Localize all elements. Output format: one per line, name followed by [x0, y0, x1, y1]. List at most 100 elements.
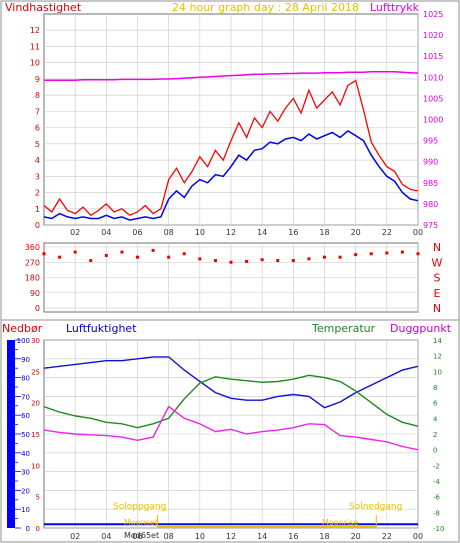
temperature-tick-label: 8	[433, 384, 437, 392]
wind-grid	[44, 14, 419, 226]
humidity-tick-label: 10	[21, 506, 30, 514]
direction-tick-label: 0	[35, 304, 40, 313]
direction-grid	[44, 243, 419, 312]
temperature-tick-label: -10	[433, 525, 444, 533]
wind-x-tick-label: 22	[382, 228, 392, 237]
compass-label: N	[433, 241, 441, 254]
wind-left-tick-label: 2	[35, 189, 40, 198]
wind-left-tick-label: 9	[35, 75, 40, 84]
direction-point	[167, 255, 171, 259]
direction-axis: 0 90 180 270 360	[25, 243, 40, 313]
rain-tick-label: 25	[31, 368, 40, 376]
wind-right-tick-label: 1010	[423, 73, 443, 82]
direction-point	[323, 255, 326, 259]
wind-left-tick-label: 6	[35, 124, 40, 133]
humidity-tick-label: 50	[21, 431, 30, 439]
climate-x-tick-label: 02	[70, 532, 80, 541]
rain-tick-label: 0	[36, 525, 40, 533]
wind-left-tick-label: 8	[35, 91, 40, 100]
direction-tick-label: 360	[25, 243, 40, 252]
direction-point	[338, 255, 342, 259]
direction-point	[58, 255, 62, 259]
wind-x-tick-label: 00	[413, 228, 423, 237]
climate-x-tick-label: 06	[132, 532, 142, 541]
wind-right-axis: 975 980 985 990 995 1000 1005 1010 1015 1020 1025	[423, 10, 443, 230]
direction-point	[260, 258, 264, 262]
rain-tick-label: 10	[31, 462, 40, 470]
direction-point	[89, 259, 93, 263]
temperature-tick-label: 12	[433, 353, 442, 361]
humidity-tick-label: 60	[21, 412, 30, 420]
wind-x-tick-label: 12	[226, 228, 236, 237]
temperature-tick-label: 0	[433, 447, 437, 455]
direction-point	[136, 255, 139, 259]
wind-right-tick-label: 1020	[423, 31, 443, 40]
compass-label: S	[434, 272, 441, 285]
sunrise-label: Soloppgang	[113, 502, 167, 512]
rain-tick-label: 30	[31, 337, 40, 345]
wind-right-tick-label: 975	[423, 221, 438, 230]
temperature-tick-label: 6	[433, 400, 438, 408]
wind-left-tick-label: 3	[35, 172, 40, 181]
wind_avg-line	[43, 129, 419, 221]
sun-markers	[157, 515, 377, 528]
wind-right-tick-label: 1025	[423, 10, 443, 19]
humidity-line	[43, 356, 419, 409]
temperature-tick-label: 10	[433, 368, 442, 376]
climate-x-axis: 02 04 06 08 10 12 14 16 18 20 22 00	[70, 532, 423, 541]
climate-x-tick-label: 10	[195, 532, 205, 541]
rain-tick-label: 20	[31, 400, 40, 408]
graph-title: 24 hour graph day : 28 April 2018	[172, 1, 359, 14]
direction-point	[213, 259, 217, 263]
temperature-tick-label: -4	[433, 478, 441, 486]
moon-marker-label: Mod65et	[124, 531, 160, 540]
temperature-tick-label: -8	[433, 509, 440, 517]
wind-speed-label: Vindhastighet	[5, 1, 82, 14]
rain-gauge-bar	[7, 340, 15, 528]
pressure-line	[44, 71, 419, 82]
direction-point	[73, 250, 77, 254]
wind-right-tick-label: 995	[423, 137, 438, 146]
wind-left-tick-label: 11	[30, 42, 40, 51]
temperature-tick-label: -2	[433, 462, 440, 470]
moonrise-label: Moonrise	[322, 518, 359, 527]
compass-label: W	[432, 256, 443, 269]
wind-left-tick-label: 0	[35, 221, 40, 230]
compass-label: E	[434, 287, 441, 300]
temperature-tick-label: 14	[433, 337, 442, 345]
humidity-tick-label: 30	[21, 469, 30, 477]
dewpoint-label: Duggpunkt	[390, 322, 452, 335]
wind-right-tick-label: 980	[423, 200, 438, 209]
humidity-tick-label: 80	[21, 375, 30, 383]
direction-point	[104, 253, 108, 257]
climate-grid	[44, 339, 419, 529]
direction-point	[416, 252, 420, 256]
direction-point	[400, 250, 404, 254]
direction-point	[276, 259, 280, 263]
wind-x-tick-label: 10	[195, 228, 205, 237]
wind-x-tick-label: 16	[288, 228, 298, 237]
direction-point	[182, 252, 186, 256]
temperature-label: Temperatur	[312, 322, 376, 335]
wind-x-tick-label: 20	[351, 228, 361, 237]
direction-points	[42, 248, 420, 264]
wind-right-tick-label: 985	[423, 179, 438, 188]
wind-left-tick-label: 1	[35, 205, 40, 214]
wind-x-tick-label: 14	[257, 228, 267, 237]
rain-label: Nedbør	[2, 322, 43, 335]
wind-x-tick-label: 06	[132, 228, 142, 237]
moonset-label: Moonset	[124, 518, 158, 527]
rain-gauge-ticks	[15, 339, 21, 529]
wind-right-tick-label: 1005	[423, 94, 443, 103]
climate-x-tick-label: 22	[382, 532, 392, 541]
direction-point	[369, 252, 373, 256]
rain-tick-label: 5	[36, 494, 40, 502]
climate-x-tick-label: 20	[351, 532, 361, 541]
direction-point	[385, 251, 389, 255]
direction-point	[245, 259, 249, 263]
humidity-label: Luftfuktighet	[66, 322, 137, 335]
